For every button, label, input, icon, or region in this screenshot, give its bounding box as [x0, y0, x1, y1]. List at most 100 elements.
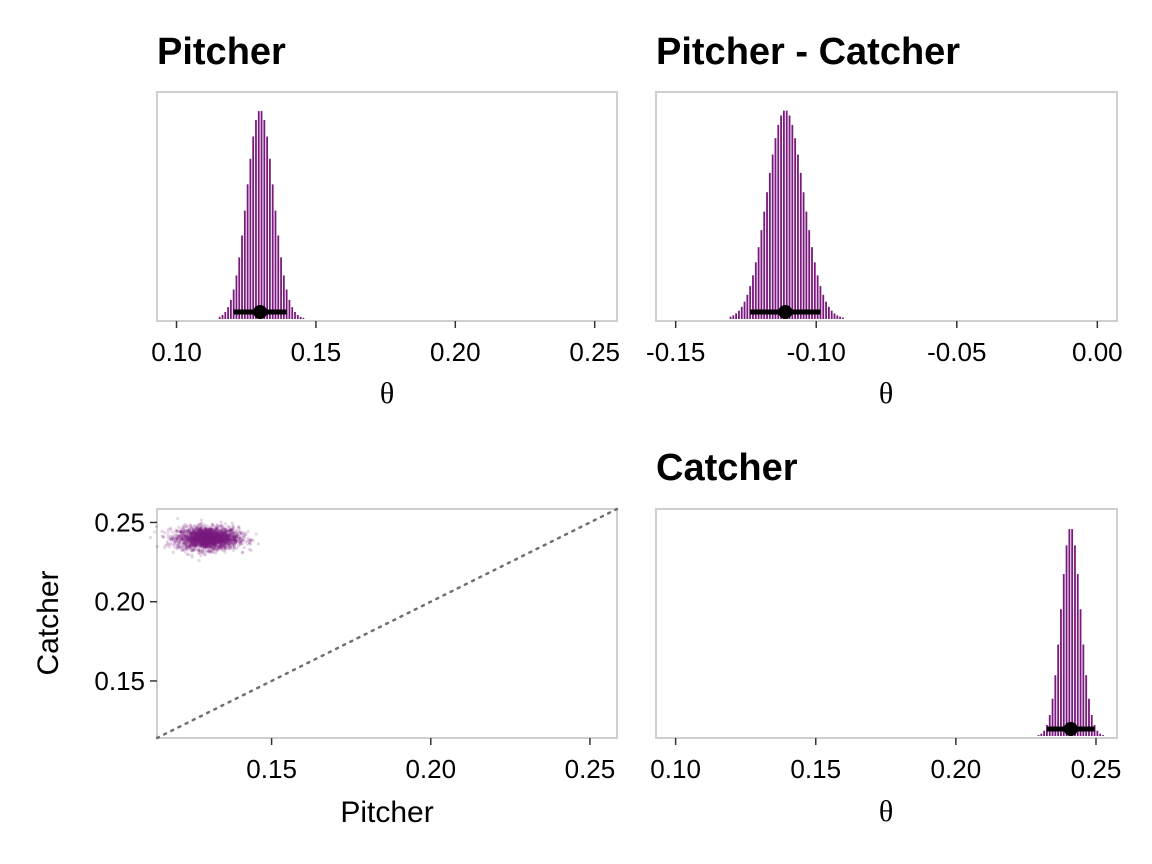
- scatter-point: [207, 528, 211, 532]
- scatter-point: [209, 533, 213, 537]
- scatter-point: [209, 531, 213, 535]
- scatter-point: [201, 533, 205, 537]
- scatter-point: [210, 537, 214, 541]
- scatter-point: [188, 532, 193, 536]
- scatter-point: [220, 540, 224, 544]
- scatter-point: [230, 529, 234, 533]
- scatter-point: [223, 526, 227, 530]
- scatter-point: [226, 537, 230, 542]
- scatter-point: [222, 538, 227, 542]
- scatter-point: [207, 525, 212, 529]
- scatter-point: [213, 544, 218, 548]
- scatter-point: [201, 539, 205, 543]
- scatter-point: [211, 538, 215, 542]
- scatter-point: [199, 539, 203, 543]
- scatter-point: [199, 542, 203, 547]
- scatter-point: [200, 536, 204, 541]
- scatter-point: [202, 538, 207, 542]
- scatter-point: [232, 539, 237, 543]
- scatter-point: [194, 532, 199, 536]
- scatter-point: [244, 540, 248, 544]
- scatter-point: [196, 538, 200, 542]
- scatter-point: [199, 532, 203, 536]
- scatter-point: [200, 535, 204, 540]
- scatter-point: [239, 537, 243, 542]
- scatter-point: [195, 526, 200, 530]
- scatter-point: [234, 530, 238, 534]
- scatter-point: [217, 546, 221, 550]
- scatter-point: [198, 544, 203, 548]
- scatter-point: [205, 527, 209, 531]
- scatter-point: [232, 537, 236, 541]
- scatter-point: [153, 530, 157, 534]
- scatter-point: [217, 534, 221, 539]
- scatter-point: [250, 538, 254, 542]
- scatter-point: [210, 532, 215, 536]
- scatter-point: [220, 545, 224, 550]
- scatter-point: [216, 546, 221, 550]
- scatter-point: [200, 536, 205, 541]
- scatter-point: [202, 538, 206, 542]
- scatter-point: [202, 539, 206, 543]
- scatter-point: [224, 528, 228, 532]
- scatter-point: [215, 533, 219, 537]
- scatter-point: [221, 546, 225, 550]
- scatter-point: [203, 539, 207, 544]
- scatter-point: [191, 543, 196, 547]
- scatter-point: [179, 530, 183, 534]
- scatter-point: [224, 538, 228, 542]
- scatter-point: [221, 533, 225, 538]
- scatter-point: [200, 534, 204, 539]
- scatter-point: [183, 534, 187, 538]
- scatter-point: [230, 521, 234, 525]
- scatter-point: [194, 527, 198, 532]
- scatter-point: [208, 536, 212, 540]
- scatter-point: [185, 537, 189, 542]
- scatter-point: [218, 534, 222, 539]
- scatter-point: [211, 538, 215, 542]
- scatter-point: [207, 538, 211, 542]
- scatter-point: [202, 536, 207, 540]
- scatter-point: [193, 530, 197, 535]
- scatter-point: [200, 541, 205, 546]
- scatter-point: [186, 541, 191, 546]
- scatter-point: [204, 538, 208, 542]
- scatter-point: [235, 535, 239, 539]
- scatter-point: [207, 528, 211, 532]
- scatter-point: [230, 539, 234, 543]
- scatter-point: [179, 529, 183, 533]
- scatter-point: [183, 534, 187, 539]
- scatter-point: [228, 532, 233, 536]
- scatter-point: [231, 540, 235, 544]
- scatter-point: [230, 526, 234, 530]
- scatter-point: [194, 538, 199, 542]
- scatter-point: [195, 531, 199, 535]
- scatter-point: [196, 534, 200, 538]
- scatter-point: [202, 536, 207, 541]
- scatter-point: [204, 533, 208, 537]
- scatter-point: [185, 528, 190, 532]
- scatter-point: [207, 535, 212, 539]
- scatter-point: [207, 542, 211, 546]
- scatter-point: [213, 530, 217, 535]
- scatter-point: [188, 537, 192, 541]
- y-axis-label-scatter: Catcher: [32, 570, 65, 675]
- scatter-point: [197, 538, 201, 542]
- scatter-point: [232, 536, 237, 540]
- histogram-bar: [766, 192, 768, 319]
- scatter-point: [217, 533, 221, 537]
- scatter-point: [222, 532, 226, 536]
- scatter-point: [212, 535, 216, 539]
- scatter-point: [192, 539, 197, 543]
- scatter-point: [206, 543, 210, 547]
- scatter-point: [190, 549, 194, 553]
- scatter-point: [204, 532, 208, 536]
- scatter-point: [184, 544, 188, 548]
- scatter-point: [208, 533, 212, 537]
- scatter-point: [212, 542, 216, 546]
- histogram-bar: [269, 158, 271, 319]
- scatter-point: [172, 539, 176, 543]
- scatter-point: [201, 537, 205, 541]
- scatter-point: [203, 532, 207, 536]
- scatter-point: [197, 535, 201, 539]
